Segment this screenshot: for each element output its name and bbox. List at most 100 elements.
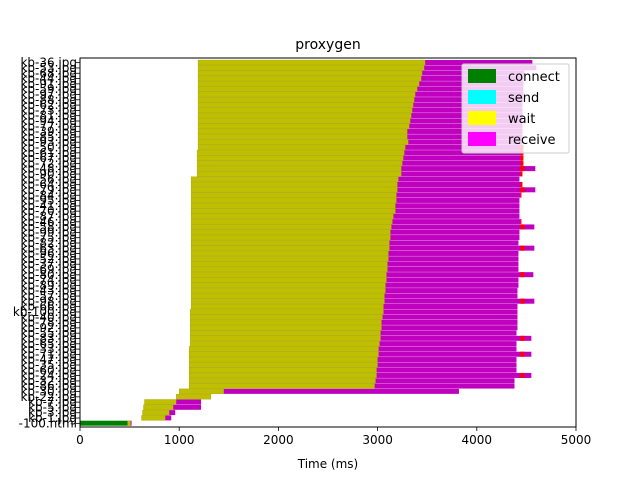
bar-wait: [190, 272, 387, 278]
y-tick-label: kb-70.jpg: [20, 204, 77, 218]
y-tick-label: kb-43.jpg: [20, 284, 77, 298]
bar-wait: [188, 378, 376, 384]
y-tick-label: kb-55.jpg: [20, 326, 77, 340]
bar-wait: [196, 150, 405, 156]
bar-wait: [197, 107, 413, 113]
y-tick-label: kb-82.jpg: [20, 236, 77, 250]
bar-receive: [390, 235, 520, 241]
bar-wait: [127, 420, 131, 426]
y-tick-label: kb-71.jpg: [20, 347, 77, 361]
bar-overrun: [520, 245, 525, 251]
y-tick-label: kb-99.jpg: [20, 225, 77, 239]
bar-wait: [197, 118, 411, 124]
y-tick-label: kb-3.jpg: [28, 406, 77, 420]
bar-receive: [396, 192, 521, 198]
bar-receive: [374, 383, 515, 389]
bar-receive: [395, 203, 520, 209]
bar-receive: [377, 362, 517, 368]
bar-wait: [190, 203, 396, 209]
legend-items: connect send wait receive: [468, 69, 560, 148]
bar-wait: [190, 250, 389, 257]
bar-receive: [385, 282, 519, 288]
bar-wait: [190, 187, 398, 193]
y-tick-label: kb-60.jpg: [20, 363, 77, 377]
y-tick-label: kb-62.jpg: [20, 98, 77, 112]
y-tick-label: -100.html: [19, 416, 77, 430]
bar-wait: [189, 330, 381, 336]
y-tick-label: kb-66.jpg: [20, 300, 77, 314]
bar-wait: [190, 245, 390, 251]
y-tick-label: kb-30.jpg: [20, 385, 77, 399]
bar-receive: [389, 240, 519, 246]
bar-wait: [190, 208, 396, 214]
bar-wait: [190, 218, 393, 225]
bar-receive: [392, 219, 521, 225]
bar-overrun: [520, 351, 525, 357]
y-tick-label: kb-1.jpg: [28, 411, 77, 425]
bar-receive: [377, 357, 517, 363]
y-tick-label: kb-93.jpg: [20, 135, 77, 149]
bar-wait: [190, 229, 391, 235]
bar-wait: [197, 91, 416, 97]
bar-overrun: [520, 171, 523, 177]
y-tick-label: kb-91.jpg: [20, 77, 77, 91]
bar-receive: [384, 298, 535, 304]
bar-wait: [190, 181, 398, 188]
x-tick-label: 5000: [561, 433, 592, 447]
bar-overrun: [520, 187, 525, 193]
bar-wait: [197, 70, 423, 76]
bar-receive: [385, 288, 518, 294]
bar-overrun: [520, 160, 524, 166]
x-tick-label: 1000: [164, 433, 195, 447]
bar-receive: [176, 399, 202, 405]
bar-wait: [197, 102, 414, 108]
legend: connect send wait receive: [461, 63, 570, 154]
bar-wait: [196, 165, 402, 172]
y-tick-label: kb-78.jpg: [20, 316, 77, 330]
bar-wait: [190, 197, 397, 204]
legend-label-wait: wait: [508, 112, 535, 127]
y-tick-label: kb-44.jpg: [20, 72, 77, 86]
y-tick-label: kb-84.jpg: [20, 188, 77, 202]
y-tick-label: kb-35.jpg: [20, 358, 77, 372]
chart-title: proxygen: [295, 37, 360, 53]
y-tick-label: kb-64.jpg: [20, 178, 77, 192]
legend-swatch-wait: [468, 111, 496, 125]
bar-connect: [80, 420, 128, 426]
y-tick-label: kb-36.jpg: [20, 56, 77, 70]
bar-receive: [381, 325, 518, 331]
y-tick-label: kb-69.jpg: [20, 263, 77, 277]
y-tick-label: kb-22.jpg: [20, 390, 77, 404]
bar-receive: [382, 314, 518, 320]
bar-wait: [176, 394, 212, 400]
bar-wait: [188, 362, 378, 368]
bar-receive: [401, 166, 536, 172]
y-tick-label: kb-81.jpg: [20, 109, 77, 123]
y-tick-label: kb-89.jpg: [20, 278, 77, 292]
bar-overrun: [520, 224, 525, 230]
y-tick-label: kb-24.jpg: [20, 369, 77, 383]
bar-receive: [396, 197, 520, 203]
bar-wait: [197, 139, 409, 145]
y-tick-label: kb-97.jpg: [20, 87, 77, 101]
y-tick-label: kb-50.jpg: [20, 141, 77, 155]
y-tick-label: kb-85.jpg: [20, 130, 77, 144]
bar-wait: [197, 134, 408, 140]
y-tick-label: kb-61.jpg: [20, 146, 77, 160]
bar-receive: [398, 176, 520, 182]
bar-wait: [196, 155, 404, 161]
bar-receive: [425, 60, 533, 66]
bar-wait: [188, 356, 378, 363]
y-tick-label: kb-37.jpg: [20, 257, 77, 271]
y-tick-labels: kb-36.jpgkb-53.jpgkb-68.jpgkb-44.jpgkb-9…: [13, 56, 80, 430]
x-tick-label: 3000: [362, 433, 393, 447]
bar-wait: [188, 367, 377, 373]
bar-receive: [386, 272, 534, 278]
x-tick-label: 0: [76, 433, 84, 447]
x-tick-label: 2000: [263, 433, 294, 447]
bar-receive: [380, 335, 532, 341]
y-tick-label: kb-90.jpg: [20, 167, 77, 181]
bar-receive: [375, 378, 515, 384]
bar-overrun: [520, 298, 525, 304]
bar-wait: [188, 346, 379, 352]
